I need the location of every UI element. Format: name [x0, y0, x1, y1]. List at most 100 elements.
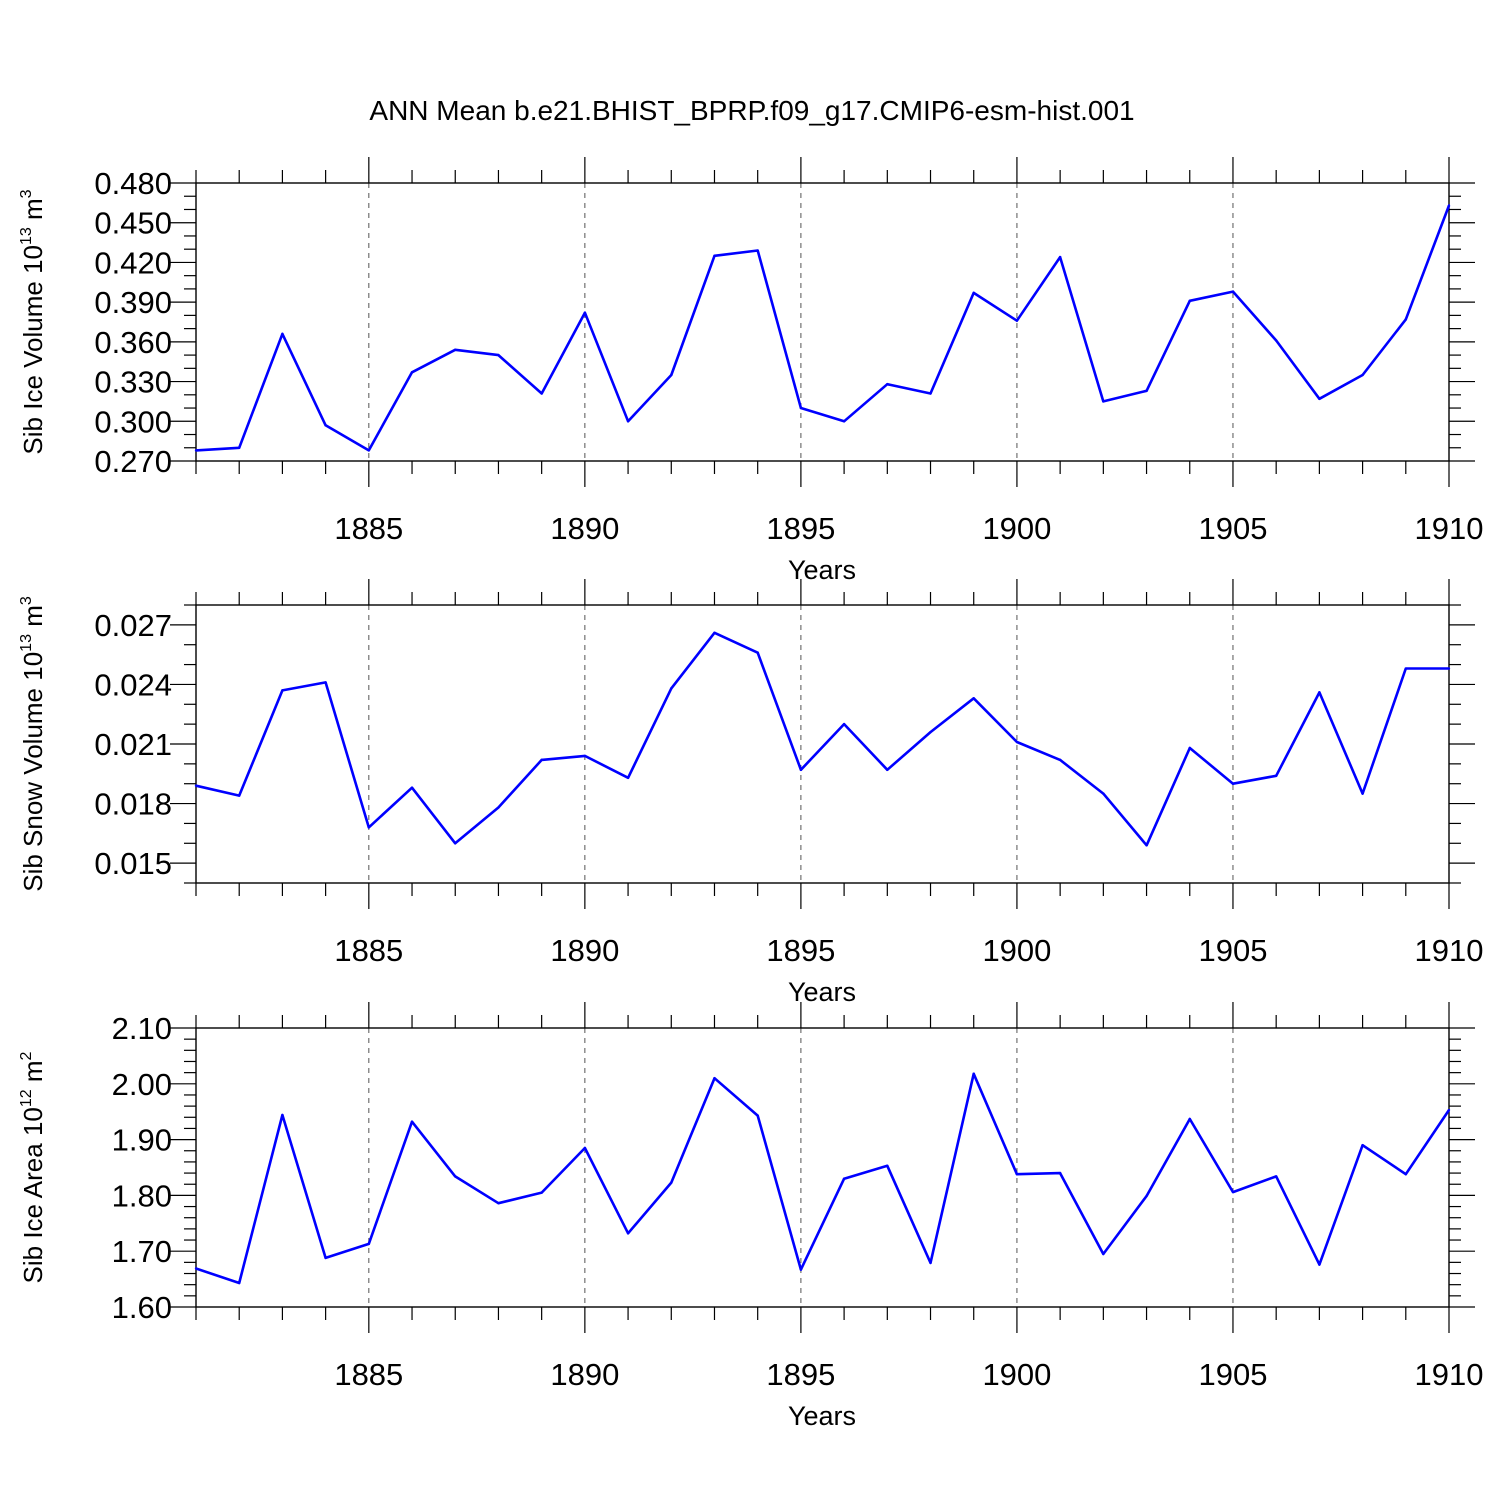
panel-2: 0.015 0.018 0.021 0.024 0.027 1885 1890 1895 190…: [18, 579, 1483, 1007]
data-point: [194, 784, 198, 787]
y-tick-label: 1.70: [112, 1234, 172, 1269]
data-point: [324, 1256, 327, 1260]
data-point: [972, 291, 975, 295]
x-tick-label: 1905: [1198, 933, 1267, 968]
data-point: [842, 1177, 846, 1180]
data-point: [540, 1191, 543, 1194]
data-point: [583, 1146, 587, 1150]
x-tick-label: 1885: [334, 1357, 403, 1392]
data-point: [367, 1242, 371, 1246]
data-point: [972, 697, 975, 700]
x-tick-label: 1895: [766, 1357, 835, 1392]
data-point: [929, 392, 932, 395]
data-point: [324, 424, 327, 427]
data-point: [1188, 299, 1191, 303]
data-point: [670, 687, 673, 690]
y-tick-label: 0.390: [94, 285, 172, 320]
data-point: [1145, 1194, 1148, 1198]
data-point: [886, 383, 889, 386]
data-point: [1404, 667, 1407, 670]
y-tick-label: 1.60: [112, 1290, 172, 1325]
data-point: [713, 254, 716, 258]
data-point: [410, 1120, 414, 1123]
data-point: [1447, 204, 1451, 207]
y-tick-label: 2.00: [112, 1067, 172, 1102]
data-point: [972, 1072, 975, 1075]
data-point: [842, 420, 846, 423]
y-tick-label: 0.270: [94, 444, 172, 479]
data-point: [497, 353, 500, 357]
x-tick-label: 1900: [982, 511, 1051, 546]
data-point: [756, 249, 759, 252]
x-tick-label: 1905: [1198, 511, 1267, 546]
y-tick-label: 0.015: [94, 846, 172, 881]
data-point: [1145, 389, 1148, 393]
data-point: [670, 1181, 673, 1184]
data-point: [1058, 758, 1062, 762]
plot-frame: [195, 182, 1450, 462]
data-point: [410, 371, 414, 374]
data-point: [540, 758, 543, 762]
y-tick-label: 0.027: [94, 608, 172, 643]
data-point: [1231, 782, 1235, 785]
data-point: [497, 806, 500, 809]
x-tick-label: 1890: [550, 933, 619, 968]
data-point: [367, 449, 371, 452]
panel-1: 0.270 0.300 0.330 0.360 0.390 0.420 0.450 0.480…: [18, 157, 1483, 585]
data-point: [583, 311, 587, 314]
data-point: [626, 1232, 630, 1235]
data-point: [454, 842, 457, 845]
data-point: [194, 449, 198, 452]
data-point: [886, 1164, 889, 1168]
y-axis-label: Sib Ice Area 1012 m2: [18, 1051, 48, 1283]
data-point: [1404, 318, 1407, 321]
data-point: [583, 754, 587, 758]
data-point: [1318, 691, 1321, 694]
x-tick-label: 1910: [1415, 1357, 1484, 1392]
y-tick-label: 0.021: [94, 727, 172, 762]
data-point: [756, 1114, 759, 1117]
data-point: [1188, 746, 1191, 750]
data-point: [238, 1281, 241, 1285]
data-point: [281, 1113, 284, 1117]
y-tick-label: 0.480: [94, 166, 172, 201]
x-tick-label: 1885: [334, 933, 403, 968]
y-tick-label: 1.80: [112, 1178, 172, 1213]
data-point: [410, 786, 414, 789]
data-point: [238, 446, 241, 449]
x-axis-label: Years: [788, 1401, 856, 1431]
data-point: [756, 651, 759, 654]
data-point: [1102, 792, 1105, 795]
data-point: [1102, 1252, 1105, 1256]
x-tick-label: 1890: [550, 1357, 619, 1392]
data-point: [842, 722, 846, 726]
data-point: [1015, 740, 1019, 744]
data-point: [454, 348, 457, 351]
data-point: [1231, 1190, 1235, 1194]
data-point: [929, 730, 932, 734]
data-point: [454, 1175, 457, 1178]
data-point: [1231, 290, 1235, 293]
data-point: [886, 768, 889, 772]
data-point: [1102, 400, 1105, 403]
x-axis-label: Years: [788, 555, 856, 585]
y-tick-label: 0.420: [94, 245, 172, 280]
x-tick-label: 1895: [766, 933, 835, 968]
data-point: [540, 392, 543, 395]
y-tick-label: 0.024: [94, 667, 172, 702]
y-tick-label: 2.10: [112, 1011, 172, 1046]
x-tick-label: 1885: [334, 511, 403, 546]
x-tick-label: 1910: [1415, 933, 1484, 968]
data-point: [1447, 1108, 1451, 1112]
data-point: [367, 826, 371, 829]
data-point: [194, 1267, 198, 1270]
data-point: [324, 681, 327, 684]
data-point: [713, 631, 716, 634]
x-tick-label: 1890: [550, 511, 619, 546]
y-tick-label: 0.360: [94, 325, 172, 360]
y-tick-label: 0.450: [94, 206, 172, 241]
data-point: [1188, 1117, 1191, 1121]
data-point: [799, 1268, 803, 1271]
